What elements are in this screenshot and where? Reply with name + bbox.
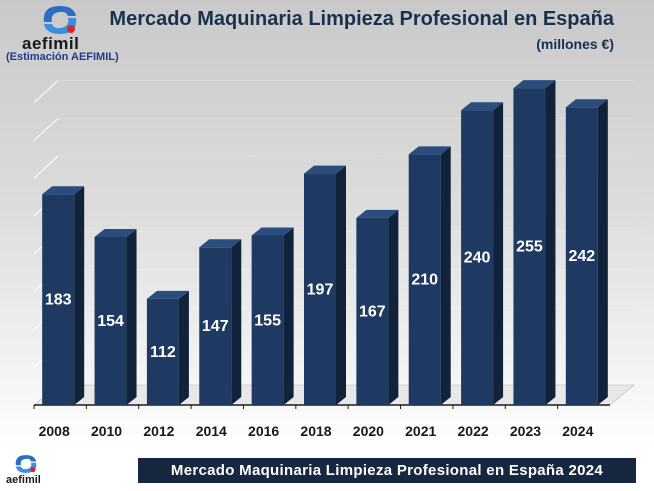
x-tick-label: 2018 — [300, 423, 331, 439]
data-label: 242 — [568, 248, 595, 265]
gridline — [33, 117, 59, 141]
bar-front — [356, 217, 389, 405]
bar-top — [408, 146, 451, 155]
x-tick-label: 2020 — [353, 423, 384, 439]
x-tick-label: 2021 — [405, 423, 436, 439]
bar-top — [304, 165, 346, 174]
chart-title: Mercado Maquinaria Limpieza Profesional … — [109, 8, 614, 30]
bar-front — [408, 154, 441, 405]
bar-front — [42, 194, 75, 405]
data-label: 154 — [97, 313, 124, 330]
footer-brand-name: aefimil — [6, 474, 41, 486]
data-label: 183 — [45, 292, 72, 309]
aefimil-logo-icon — [43, 6, 77, 34]
x-tick-label: 2012 — [143, 423, 174, 439]
x-tick-label: 2024 — [562, 423, 593, 439]
estimation-note: (Estimación AEFIMIL) — [6, 51, 119, 63]
aefimil-logo-icon — [15, 455, 37, 473]
x-tick-label: 2014 — [196, 423, 227, 439]
bar — [304, 165, 346, 405]
data-label: 167 — [359, 303, 386, 320]
bar-top — [461, 102, 504, 111]
bar — [146, 290, 189, 405]
bar — [251, 227, 294, 405]
data-label: 255 — [516, 239, 543, 256]
bar-side — [388, 209, 399, 405]
bar-top — [42, 186, 85, 195]
bar-front — [146, 298, 179, 405]
x-tick-label: 2010 — [91, 423, 122, 439]
data-label: 155 — [254, 312, 281, 329]
bar — [356, 209, 399, 405]
bar — [199, 239, 242, 405]
bar-top — [251, 227, 294, 236]
bar — [565, 99, 608, 405]
gridline — [33, 155, 59, 179]
bar-front — [461, 110, 494, 405]
data-label: 112 — [150, 344, 176, 361]
bar — [42, 186, 85, 405]
x-tick-label: 2016 — [248, 423, 279, 439]
bar — [461, 102, 504, 405]
bar-front — [304, 173, 336, 405]
bar-side — [545, 80, 556, 405]
x-tick-label: 2023 — [510, 423, 541, 439]
brand-logo: aefimil — [8, 2, 128, 70]
bar-side — [440, 146, 451, 405]
bar-top — [565, 99, 608, 108]
footer: aefimil Mercado Maquinaria Limpieza Prof… — [0, 450, 654, 491]
bar-side — [74, 186, 85, 405]
bar-top — [146, 290, 189, 299]
data-label: 147 — [202, 318, 229, 335]
bar-side — [178, 290, 189, 405]
bar-side — [231, 239, 242, 405]
bar-front — [513, 88, 546, 405]
chart-bars — [42, 80, 608, 405]
data-label: 210 — [411, 272, 438, 289]
bar-top — [356, 209, 399, 218]
bar-side — [126, 228, 137, 405]
bar-top — [513, 80, 556, 89]
bar-side — [493, 102, 504, 405]
bar-front — [251, 235, 284, 405]
chart-subtitle: (millones €) — [536, 36, 614, 52]
bar — [94, 228, 137, 405]
bar-top — [94, 228, 137, 237]
chart-data-labels: 183 154 112 147 155 197 167 210 240 255 242 — [45, 239, 595, 361]
bar-top — [199, 239, 242, 248]
data-label: 240 — [464, 250, 491, 267]
bar-front — [565, 107, 598, 405]
bar-front — [94, 236, 127, 405]
brand-name: aefimil — [22, 34, 80, 53]
bar-side — [597, 99, 608, 405]
x-tick-label: 2008 — [39, 423, 70, 439]
footer-banner: Mercado Maquinaria Limpieza Profesional … — [138, 458, 636, 483]
x-tick-label: 2022 — [458, 423, 489, 439]
bar-front — [199, 247, 232, 405]
data-label: 197 — [307, 281, 334, 298]
bar — [513, 80, 556, 405]
footer-logo: aefimil — [4, 452, 50, 490]
chart-x-ticks: 2008 2010 2012 2014 2016 2018 2020 2021 2022 2023… — [33, 405, 594, 439]
bar-side — [283, 227, 294, 405]
gridline — [33, 80, 59, 104]
bar — [408, 146, 451, 405]
bar-side — [336, 165, 346, 405]
